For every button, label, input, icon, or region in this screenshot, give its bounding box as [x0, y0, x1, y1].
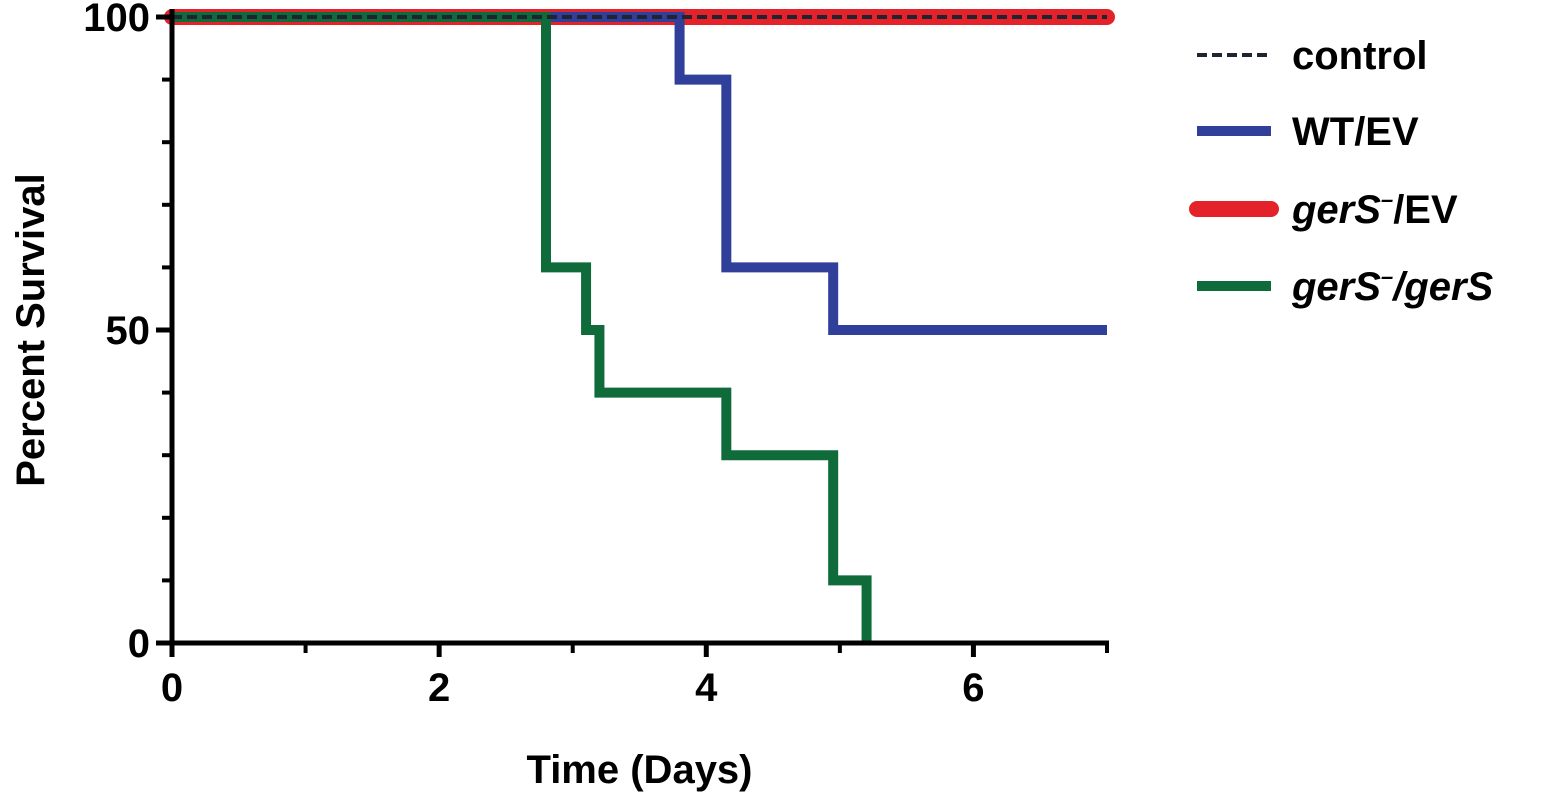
series-line-wt-ev	[172, 12, 1107, 335]
x-tick-label: 2	[428, 666, 450, 710]
x-tick-label: 0	[161, 666, 183, 710]
legend-label-wt-ev: WT/EV	[1292, 110, 1419, 154]
x-axis-title: Time (Days)	[526, 748, 752, 792]
ticks-layer: 0 2 4 6 0 50 100	[83, 0, 1109, 710]
legend-label-control: control	[1292, 34, 1428, 78]
legend-label-gers-ev: gerS–/EV	[1291, 187, 1458, 232]
y-tick-label: 100	[83, 0, 150, 40]
legend-label-gers-gers: gerS–/gerS	[1291, 264, 1494, 309]
y-tick-label: 0	[128, 622, 150, 666]
series-layer	[164, 9, 1115, 643]
y-axis-title: Percent Survival	[9, 173, 53, 487]
x-tick-label: 4	[695, 666, 718, 710]
series-line-gers-gers	[172, 12, 872, 643]
x-tick-label: 6	[962, 666, 984, 710]
y-tick-label: 50	[106, 309, 151, 353]
legend: control WT/EV gerS–/EV gerS–/gerS	[1189, 34, 1494, 309]
